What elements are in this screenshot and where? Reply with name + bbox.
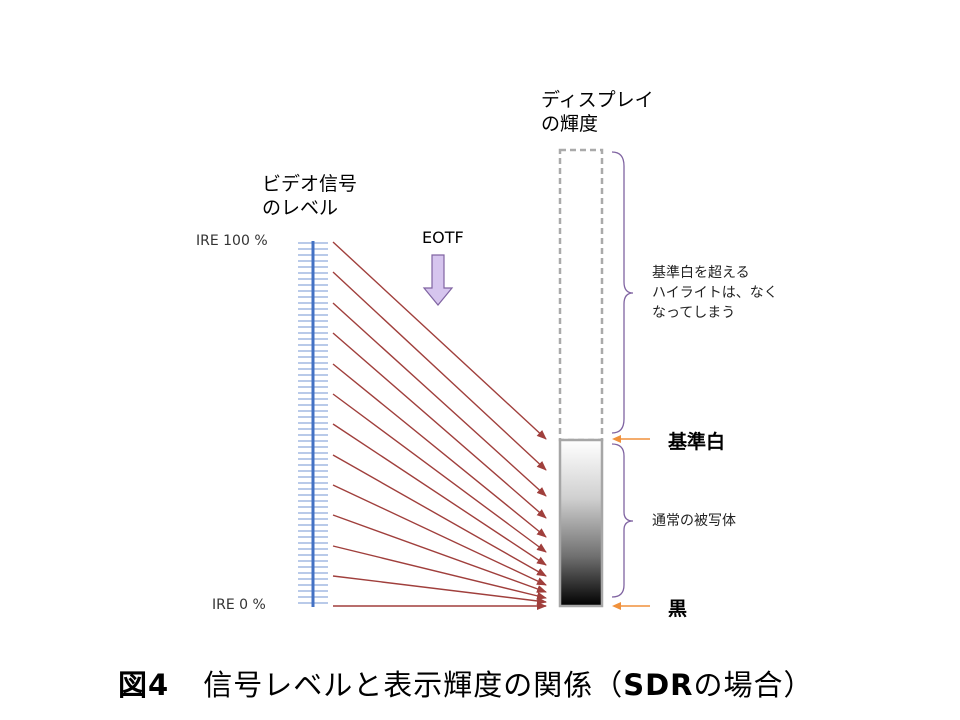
eotf-mapping-arrow [332,575,547,605]
highlight-brace [611,151,634,434]
display-clipped-range [558,148,604,442]
ire-100-label: IRE 100 % [196,233,268,249]
eotf-mapping-arrow [332,514,547,593]
eotf-mapping-arrow [332,454,547,577]
video-signal-title-line2: のレベル [262,197,339,219]
display-title-line2: の輝度 [541,113,599,135]
video-signal-title-line1: ビデオ信号 [262,173,358,195]
eotf-mapping-arrow [332,271,547,471]
eotf-mapping-arrow [332,302,547,497]
reference-white-pointer [612,435,650,443]
eotf-mapping-arrow [332,241,547,440]
caption-text-2: の場合） [693,668,814,702]
ire-0-label: IRE 0 % [212,597,266,613]
eotf-mapping-arrows [332,241,547,610]
eotf-mapping-arrow [332,393,547,553]
black-label: 黒 [668,598,688,620]
subject-brace [611,443,634,598]
eotf-mapping-arrow [332,545,547,600]
figure-number: 図4 [118,668,170,702]
eotf-label: EOTF [422,228,464,247]
eotf-mapping-arrow [332,423,547,566]
eotf-mapping-arrow [332,484,547,586]
display-title-line1: ディスプレイ [541,89,654,111]
figure-caption: 図4 信号レベルと表示輝度の関係（SDRの場合） [118,662,814,704]
eotf-mapping-arrow [332,332,547,519]
caption-text-bold: SDR [623,668,694,702]
eotf-mapping-arrow [332,363,547,538]
reference-white-label: 基準白 [668,431,726,453]
eotf-down-arrow-icon [422,254,454,306]
black-pointer [612,602,650,610]
display-title: ディスプレイ の輝度 [541,88,654,136]
highlight-note: 基準白を超える ハイライトは、なく なってしまう [652,265,778,321]
subject-note: 通常の被写体 [652,513,736,529]
display-luminance-bar [558,438,604,608]
caption-text-1: 信号レベルと表示輝度の関係（ [203,668,624,702]
signal-scale [298,241,328,607]
video-signal-title: ビデオ信号 のレベル [262,172,357,220]
